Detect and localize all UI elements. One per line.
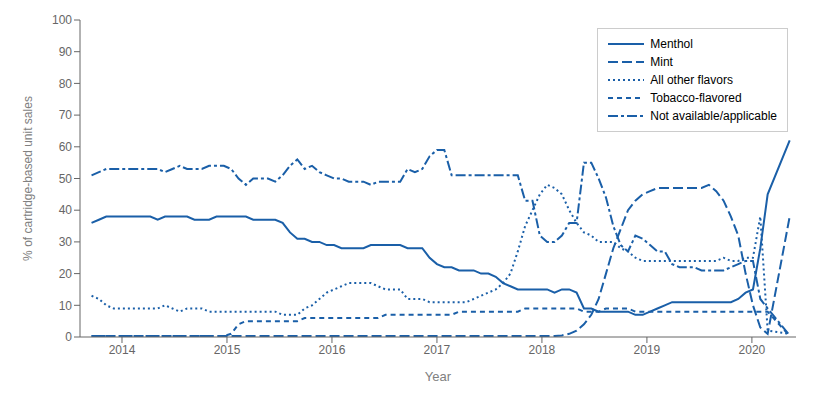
svg-text:2017: 2017 [424,343,451,357]
svg-text:2016: 2016 [319,343,346,357]
svg-text:% of cartridge-based unit sale: % of cartridge-based unit sales [21,96,35,261]
svg-text:40: 40 [59,203,73,217]
svg-text:20: 20 [59,267,73,281]
svg-text:30: 30 [59,235,73,249]
svg-text:0: 0 [65,330,72,344]
html-text:Mint: Mint [650,55,673,69]
svg-text:10: 10 [59,299,73,313]
svg-text:70: 70 [59,108,73,122]
svg-text:90: 90 [59,45,73,59]
svg-text:2018: 2018 [529,343,556,357]
html-text:All other flavors: All other flavors [650,73,733,87]
svg-text:2014: 2014 [109,343,136,357]
svg-text:2015: 2015 [214,343,241,357]
html-text:Not available/applicable: Not available/applicable [650,109,777,123]
svg-text:60: 60 [59,140,73,154]
svg-text:2020: 2020 [739,343,766,357]
svg-text:80: 80 [59,77,73,91]
svg-text:2019: 2019 [634,343,661,357]
svg-text:Year: Year [425,369,452,384]
html-text:Menthol: Menthol [650,37,693,51]
svg-text:100: 100 [52,13,72,27]
svg-text:50: 50 [59,172,73,186]
html-text:Tobacco-flavored: Tobacco-flavored [650,91,742,105]
